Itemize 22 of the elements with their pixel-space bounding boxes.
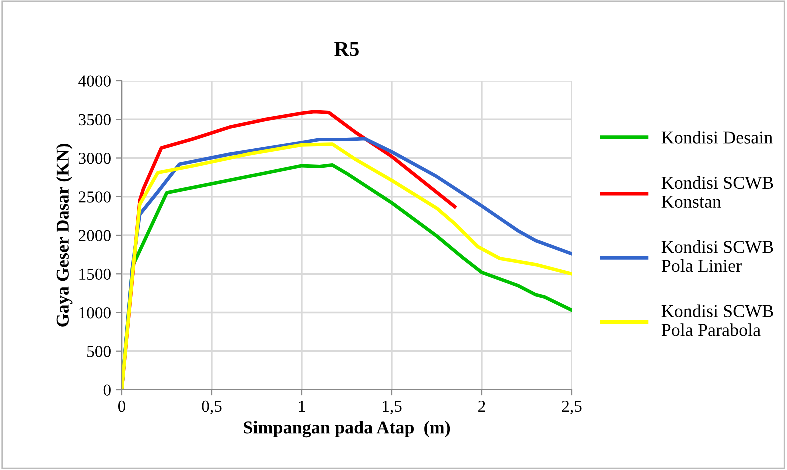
x-axis-title: Simpangan pada Atap (m): [244, 421, 450, 438]
x-tick-label: 0: [118, 400, 126, 412]
x-tick-label: 0,5: [202, 400, 222, 415]
y-tick-label: 1000: [80, 307, 111, 319]
chart-title: R5: [334, 42, 359, 56]
legend-label: Kondisi SCWB Pola Linier: [662, 240, 774, 272]
y-tick-label: 2500: [78, 192, 111, 203]
legend-label: Kondisi Desain: [662, 131, 773, 144]
y-tick-label: 3500: [79, 114, 111, 126]
y-tick-label: 2000: [78, 230, 111, 242]
legend-label: Kondisi SCWB Pola Parabola: [662, 304, 774, 336]
x-tick-label: 2: [478, 400, 486, 412]
x-tick-label: 1,5: [383, 400, 402, 415]
y-tick-label: 0: [104, 384, 111, 396]
y-tick-label: 3000: [79, 152, 111, 164]
x-tick-label: 2,5: [562, 400, 582, 415]
legend-label: Kondisi SCWB Konstan: [662, 176, 774, 208]
y-axis-title: Gaya Geser Dasar (KN): [56, 144, 73, 327]
x-tick-label: 1: [299, 400, 306, 412]
y-tick-label: 1500: [80, 268, 111, 280]
y-tick-label: 4000: [78, 76, 111, 87]
y-tick-label: 500: [88, 346, 111, 358]
